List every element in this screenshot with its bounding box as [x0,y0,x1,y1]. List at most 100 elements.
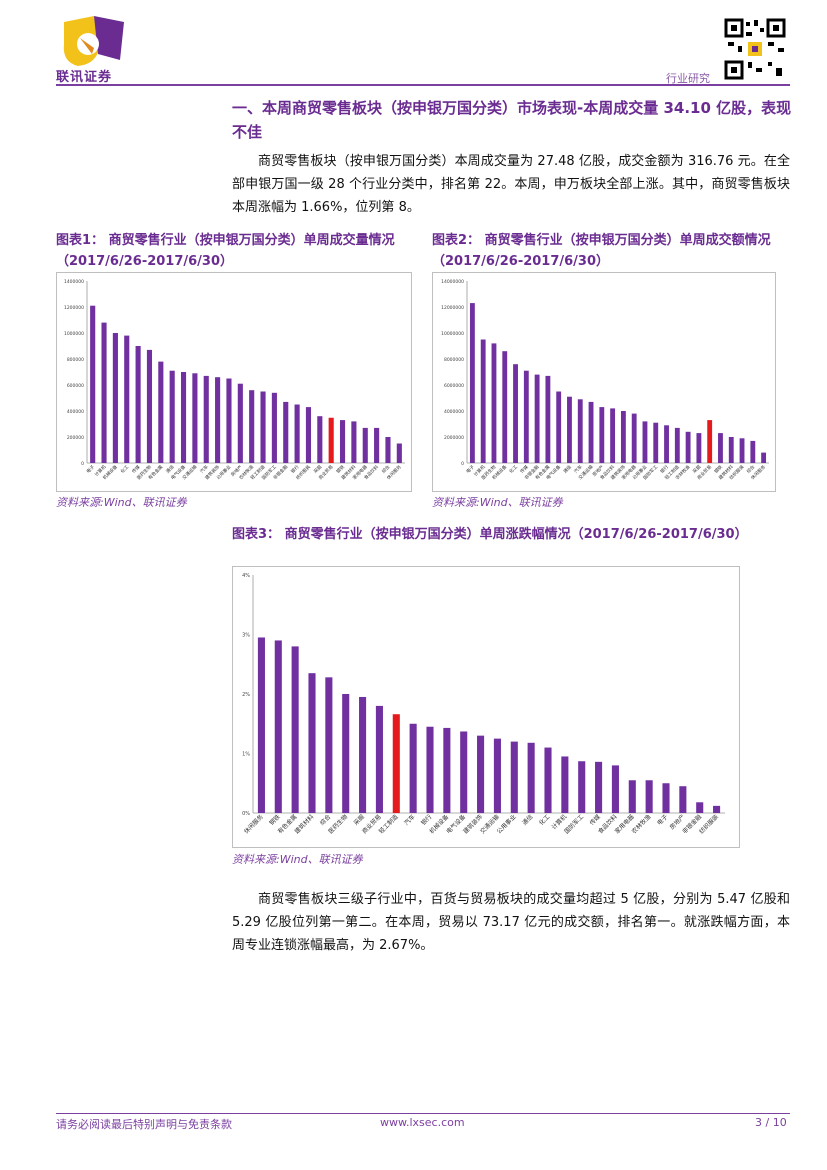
bar [443,727,451,813]
bar [620,411,626,463]
report-category: 行业研究 [666,72,710,85]
bar [631,413,637,463]
y-tick-label: 3% [242,633,250,639]
bar [101,322,107,463]
paragraph-2: 商贸零售板块三级子行业中，百货与贸易板块的成交量均超过 5 亿股，分别为 5.4… [232,892,790,953]
bar [645,780,653,813]
bar [664,425,669,463]
bar [561,756,569,813]
bar [260,391,266,463]
y-tick-label: 400000 [67,409,84,415]
category-label: 银行 [419,813,433,827]
bar [480,339,486,463]
category-label: 电子 [655,813,669,827]
bar [351,421,357,463]
figure-1-source: 资料来源:Wind、联讯证券 [56,496,187,509]
bar [271,392,277,463]
bar [460,731,468,813]
bar [409,723,417,813]
bar [510,741,518,813]
category-label: 电子 [464,463,476,475]
y-tick-label: 1000000 [64,331,84,337]
bar [426,726,434,813]
y-tick-label: 200000 [67,435,84,441]
category-label: 综合 [745,463,757,475]
bar [317,416,323,463]
category-label: 传媒 [588,813,602,827]
figure-2-source: 资料来源:Wind、联讯证券 [432,496,563,509]
category-label: 钢铁 [713,463,725,475]
y-tick-label: 10000000 [441,331,464,337]
bar [610,408,616,463]
bar [158,361,164,463]
y-tick-label: 0 [81,461,84,467]
category-label: 汽车 [198,463,210,475]
bar [325,677,333,813]
bar [342,694,350,813]
company-logo [58,14,130,84]
bar [146,349,153,463]
category-label: 综合 [318,813,332,827]
bar [599,407,605,463]
category-label: 钢铁 [335,463,347,475]
y-tick-label: 0% [242,811,250,817]
bar [674,427,680,463]
figure-1-title: 图表1： 商贸零售行业（按申银万国分类）单周成交量情况（2017/6/26-20… [56,233,395,269]
category-label: 汽车 [402,813,416,827]
highlight-bar [707,420,713,463]
y-tick-label: 4000000 [444,409,464,415]
bar [124,335,130,463]
bar [696,433,702,463]
category-label: 电子 [85,463,97,475]
bar [237,383,243,463]
header-divider [56,84,790,86]
category-label: 采掘 [312,463,324,475]
bar [588,401,594,463]
category-label: 通信 [164,463,176,475]
logo-text: 联讯证券 [56,70,113,85]
bar [375,705,383,813]
bar [291,646,299,813]
paragraph-1: 商贸零售板块（按申银万国分类）本周成交量为 27.48 亿股，成交金额为 316… [232,154,790,215]
bar [477,735,485,813]
category-label: 化工 [508,463,520,475]
bar [739,438,745,463]
y-tick-label: 14000000 [441,279,464,285]
bar [527,742,535,813]
bar [513,364,518,463]
bar [523,370,529,463]
y-tick-label: 1400000 [64,279,84,285]
footer-divider [56,1113,790,1114]
bar [750,440,756,463]
bar [283,401,289,463]
bar [567,396,572,463]
category-label: 传媒 [518,463,530,475]
footer-website[interactable]: www.lxsec.com [380,1116,465,1129]
figure-3-title: 图表3： 商贸零售行业（按申银万国分类）单周涨跌幅情况（2017/6/26-20… [232,527,748,542]
bar [249,390,255,463]
y-tick-label: 1% [242,752,250,758]
category-label: 化工 [119,463,131,475]
bar [577,399,583,463]
figure-3-chart: 0% 1% 2% 3% 4% 休闲服务 钢铁 有色金属 建筑材料 综合 医药生物 采掘 商业贸易 轻工制造… [232,566,740,848]
bar [679,786,687,813]
category-label: 汽车 [572,463,584,475]
category-label: 综合 [380,463,392,475]
bar [556,391,562,463]
bar [169,370,175,463]
bar [362,427,368,463]
bar [294,404,300,463]
bar [595,761,603,813]
category-label: 采掘 [691,463,703,475]
y-tick-label: 0 [461,461,464,467]
bar [192,373,198,463]
figure-2-title: 图表2： 商贸零售行业（按申银万国分类）单周成交额情况（2017/6/26-20… [432,233,771,269]
y-tick-label: 2% [242,692,250,698]
y-tick-label: 600000 [67,383,84,389]
bar [274,640,282,813]
bar [308,673,316,813]
bar [713,805,721,813]
footer-page-number: 3 / 10 [755,1116,787,1129]
bar [374,427,380,463]
bar [112,333,118,463]
